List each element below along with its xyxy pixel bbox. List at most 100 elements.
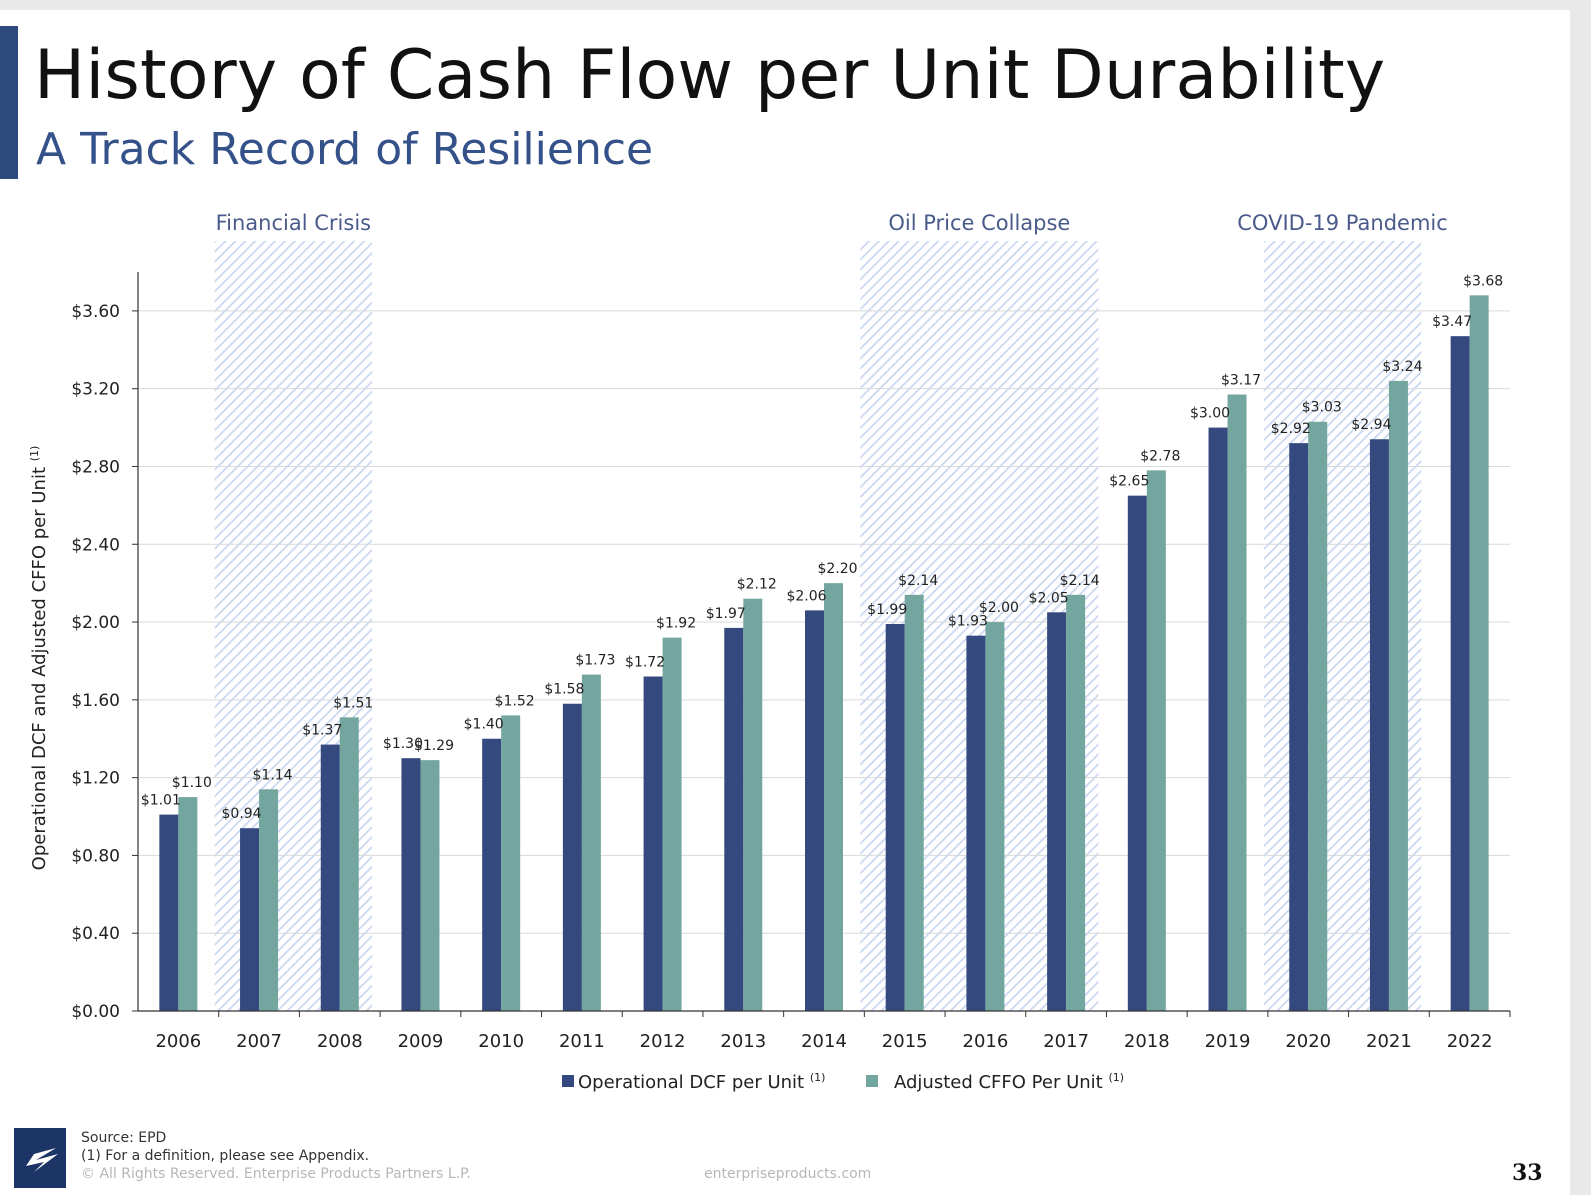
category-label: 2010 [478, 1031, 524, 1052]
y-tick-label: $0.40 [71, 924, 120, 944]
data-label: $1.29 [414, 738, 454, 754]
legend-swatch [562, 1075, 574, 1087]
data-label: $1.92 [656, 616, 696, 632]
bar-adjusted-cffo [1066, 594, 1086, 1011]
data-label: $1.40 [464, 717, 504, 733]
data-label: $2.78 [1140, 448, 1180, 464]
y-axis-title: Operational DCF and Adjusted CFFO per Un… [28, 446, 50, 871]
category-label: 2007 [236, 1031, 282, 1052]
data-label: $2.92 [1271, 421, 1311, 437]
data-label: $3.47 [1432, 314, 1472, 330]
bar-adjusted-cffo [824, 583, 843, 1011]
bar-adjusted-cffo [1388, 380, 1408, 1011]
category-label: 2021 [1366, 1031, 1412, 1052]
data-label: $1.73 [575, 653, 615, 669]
data-label: $1.93 [948, 614, 988, 630]
bar-adjusted-cffo [259, 789, 279, 1011]
data-label: $1.01 [141, 793, 181, 809]
category-label: 2009 [398, 1031, 444, 1052]
bar-adjusted-cffo [985, 622, 1005, 1011]
data-label: $2.14 [1060, 573, 1100, 589]
bar-adjusted-cffo [904, 594, 924, 1011]
y-tick-label: $2.80 [71, 457, 120, 477]
bar-operational-dcf [643, 676, 663, 1011]
bar-operational-dcf [240, 828, 260, 1011]
category-label: 2020 [1285, 1031, 1331, 1052]
legend-superscript: (1) [810, 1071, 826, 1084]
title-accent-bar [0, 26, 18, 179]
y-tick-label: $0.80 [71, 846, 120, 866]
company-logo [14, 1128, 66, 1188]
data-label: $2.06 [786, 588, 826, 604]
bar-operational-dcf [1208, 427, 1228, 1011]
slide-title: History of Cash Flow per Unit Durability [34, 36, 1386, 115]
category-label: 2011 [559, 1031, 605, 1052]
data-label: $2.94 [1351, 417, 1391, 433]
y-tick-label: $2.00 [71, 613, 120, 633]
bar-adjusted-cffo [581, 674, 601, 1011]
legend-swatch [866, 1075, 878, 1087]
category-label: 2008 [317, 1031, 363, 1052]
bar-operational-dcf [966, 635, 986, 1011]
bar-operational-dcf [1127, 495, 1147, 1011]
bar-operational-dcf [1047, 612, 1067, 1011]
bar-operational-dcf [401, 758, 421, 1011]
bar-adjusted-cffo [501, 715, 521, 1011]
bar-operational-dcf [885, 623, 905, 1011]
category-label: 2016 [963, 1031, 1009, 1052]
bar-operational-dcf [724, 627, 744, 1011]
source-note: Source: EPD [81, 1130, 167, 1146]
bar-operational-dcf [482, 738, 502, 1011]
annotation-label: COVID-19 Pandemic [1237, 211, 1448, 235]
footnote: (1) For a definition, please see Appendi… [81, 1148, 370, 1164]
category-label: 2018 [1124, 1031, 1170, 1052]
y-tick-label: $0.00 [71, 1002, 120, 1022]
category-label: 2022 [1447, 1031, 1493, 1052]
data-label: $0.94 [222, 806, 262, 822]
y-tick-label: $3.20 [71, 380, 120, 400]
annotation-label: Financial Crisis [216, 211, 371, 235]
legend-label: Operational DCF per Unit (1) [578, 1071, 825, 1093]
data-label: $1.58 [544, 682, 584, 698]
bar-operational-dcf [1450, 336, 1470, 1011]
slide-subtitle: A Track Record of Resilience [36, 124, 654, 175]
data-label: $1.10 [172, 775, 212, 791]
data-label: $1.14 [253, 767, 293, 783]
data-label: $3.68 [1463, 273, 1503, 289]
category-label: 2013 [720, 1031, 766, 1052]
data-label: $1.30 [383, 736, 423, 752]
bar-operational-dcf [805, 610, 824, 1011]
data-label: $2.65 [1109, 474, 1149, 490]
bar-adjusted-cffo [339, 717, 359, 1011]
data-label: $1.51 [333, 695, 373, 711]
bar-adjusted-cffo [1469, 295, 1489, 1011]
data-label: $2.12 [737, 577, 777, 593]
category-label: 2017 [1043, 1031, 1089, 1052]
annotation-label: Oil Price Collapse [888, 211, 1070, 235]
category-label: 2019 [1205, 1031, 1251, 1052]
category-label: 2015 [882, 1031, 928, 1052]
copyright-notice: © All Rights Reserved. Enterprise Produc… [81, 1166, 471, 1182]
category-label: 2014 [801, 1031, 847, 1052]
website-url: enterpriseproducts.com [704, 1166, 872, 1182]
y-tick-label: $1.20 [71, 769, 120, 789]
bar-adjusted-cffo [178, 797, 198, 1011]
data-label: $1.99 [867, 602, 907, 618]
y-tick-label: $3.60 [71, 302, 120, 322]
slide: History of Cash Flow per Unit Durability… [0, 10, 1570, 1195]
data-label: $3.00 [1190, 406, 1230, 422]
y-tick-label: $2.40 [71, 535, 120, 555]
data-label: $1.97 [706, 606, 746, 622]
category-label: 2012 [640, 1031, 686, 1052]
bar-operational-dcf [320, 744, 340, 1011]
bar-adjusted-cffo [420, 760, 440, 1011]
data-label: $2.20 [817, 561, 857, 577]
data-label: $1.72 [625, 655, 665, 671]
bar-adjusted-cffo [1146, 470, 1166, 1011]
bar-operational-dcf [159, 814, 179, 1011]
bar-adjusted-cffo [662, 637, 682, 1011]
bar-adjusted-cffo [1227, 394, 1247, 1011]
page-number: 33 [1512, 1160, 1543, 1186]
y-axis-title-superscript: (1) [28, 446, 41, 462]
cash-flow-bar-chart: Financial Crisis Oil Price Collapse COVID-… [28, 211, 1511, 1093]
